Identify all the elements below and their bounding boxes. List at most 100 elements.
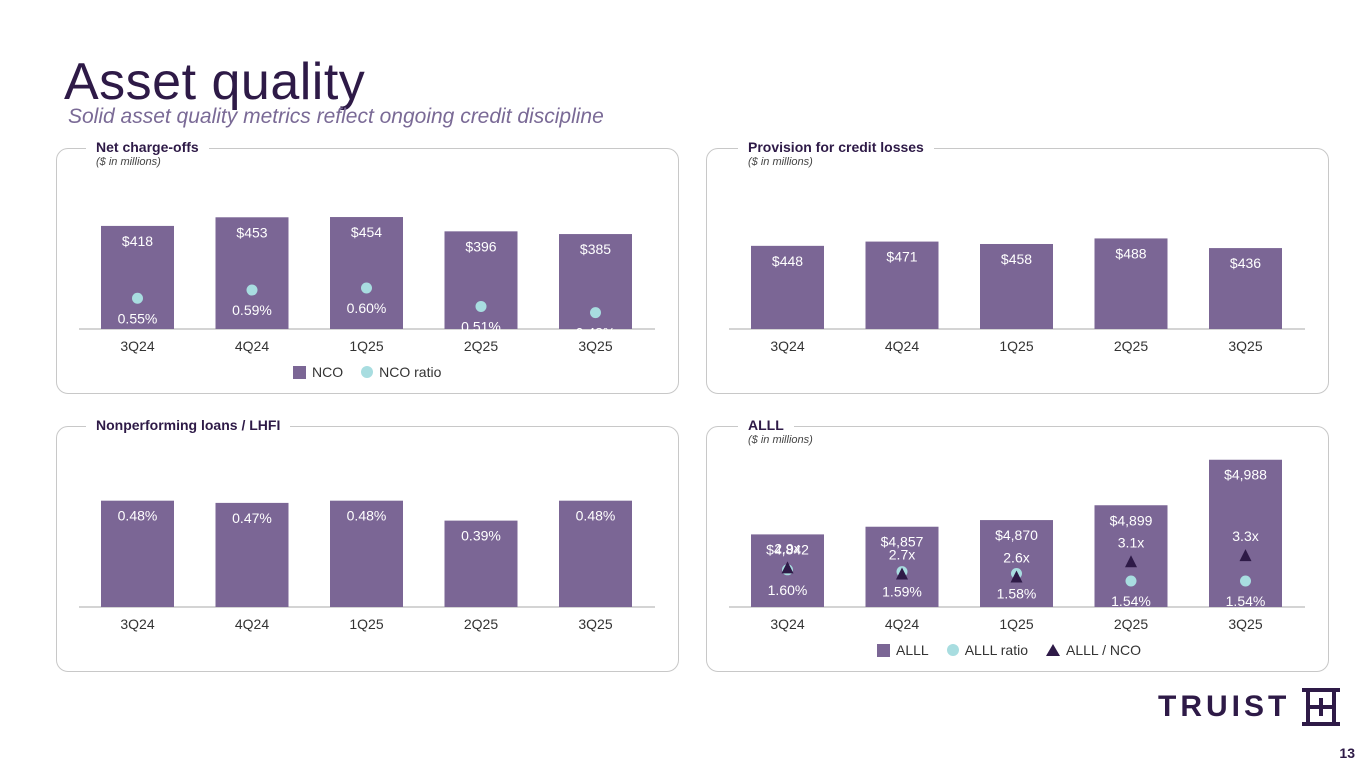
- ratio-label-2Q25: 1.54%: [1111, 593, 1151, 609]
- bar-3Q24: [101, 500, 174, 607]
- legend-swatch-dot: [361, 366, 374, 378]
- bar-4Q24: [215, 217, 289, 329]
- panel-provision: Provision for credit losses ($ in millio…: [706, 139, 1329, 394]
- ratio-label-1Q25: 0.60%: [347, 300, 387, 316]
- chart-net-charge-offs: $418 3Q24 0.55% $453 4Q24 0.59% $454 1Q25 0.60% $…: [79, 217, 655, 354]
- bar-value-label-4Q24: $471: [886, 249, 917, 265]
- bar-value-label-2Q25: $4,899: [1110, 512, 1153, 528]
- bar-value-label-3Q25: 0.48%: [576, 508, 616, 524]
- coverage-label-3Q24: 2.9x: [774, 540, 800, 556]
- ratio-label-4Q24: 1.59%: [882, 584, 922, 600]
- coverage-triangle-3Q25: [1239, 549, 1252, 562]
- bar-4Q24: [865, 241, 939, 329]
- coverage-triangle-1Q25: [1010, 570, 1023, 583]
- panel-npl: Nonperforming loans / LHFI 0.48% 3Q24 0.47…: [56, 417, 679, 672]
- x-tick-label-1Q25: 1Q25: [349, 338, 383, 354]
- legend-swatch-bar: [293, 365, 306, 379]
- legend-label-nco: NCO: [312, 364, 344, 380]
- x-tick-label-2Q25: 2Q25: [464, 338, 498, 354]
- legend-swatch-bar: [877, 643, 890, 657]
- coverage-triangle-3Q24: [781, 561, 794, 574]
- bar-value-label-1Q25: $458: [1001, 251, 1032, 267]
- bar-3Q24: [101, 225, 174, 329]
- bar-value-label-1Q25: 0.48%: [347, 508, 387, 524]
- chart-npl: 0.48% 3Q24 0.47% 4Q24 0.48% 1Q25 0.39% 2Q25 0.48…: [79, 500, 655, 632]
- legend-item-alll: ALLL: [877, 642, 929, 658]
- bar-3Q25: [1209, 248, 1282, 329]
- truist-logo: TRUIST: [1158, 688, 1342, 726]
- ratio-label-3Q25: 0.48%: [576, 325, 616, 341]
- bar-value-label-3Q24: $418: [122, 233, 153, 249]
- bar-3Q25: [559, 500, 632, 607]
- legend-item-alll-nco: ALLL / NCO: [1046, 642, 1141, 658]
- legend-swatch-dot: [946, 644, 959, 656]
- chart-provision: $448 3Q24 $471 4Q24 $458 1Q25 $488 2Q25 $436 3Q25: [729, 238, 1305, 354]
- x-tick-label-3Q24: 3Q24: [120, 616, 154, 632]
- ratio-dot-3Q24: [132, 292, 143, 304]
- ratio-label-3Q24: 1.60%: [768, 582, 808, 598]
- bar-2Q25: [444, 231, 518, 329]
- x-tick-label-4Q24: 4Q24: [235, 338, 269, 354]
- x-tick-label-4Q24: 4Q24: [235, 616, 269, 632]
- bar-value-label-1Q25: $4,870: [995, 527, 1038, 543]
- bar-value-label-4Q24: 0.47%: [232, 510, 272, 526]
- panel-sub-nco: ($ in millions): [96, 156, 161, 168]
- ratio-label-3Q24: 0.55%: [118, 310, 158, 326]
- legend-item-nco: NCO: [293, 364, 343, 380]
- legend-label-alll: ALLL: [896, 642, 929, 658]
- x-tick-label-2Q25: 2Q25: [1114, 338, 1148, 354]
- panel-net-charge-offs: Net charge-offs ($ in millions) $418 3Q24…: [56, 139, 679, 394]
- x-tick-label-3Q24: 3Q24: [770, 338, 804, 354]
- x-tick-label-2Q25: 2Q25: [1114, 616, 1148, 632]
- ratio-label-4Q24: 0.59%: [232, 302, 272, 318]
- bar-3Q24: [751, 245, 824, 329]
- coverage-label-2Q25: 3.1x: [1118, 534, 1144, 550]
- bar-value-label-3Q24: $4,842: [766, 541, 809, 557]
- coverage-triangle-4Q24: [896, 567, 908, 580]
- panel-title-nco: Net charge-offs: [86, 139, 209, 155]
- panel-sub-alll: ($ in millions): [748, 434, 813, 446]
- bar-value-label-4Q24: $4,857: [881, 534, 924, 550]
- ratio-dot-2Q25: [1125, 575, 1137, 587]
- bar-4Q24: [215, 502, 289, 607]
- x-tick-label-3Q25: 3Q25: [578, 338, 612, 354]
- legend-label-alll-nco: ALLL / NCO: [1066, 642, 1141, 658]
- x-tick-label-2Q25: 2Q25: [464, 616, 498, 632]
- legend-swatch-triangle: [1046, 644, 1061, 656]
- bar-value-label-2Q25: $488: [1115, 245, 1146, 261]
- legend-nco: NCO NCO ratio: [293, 364, 441, 380]
- coverage-label-4Q24: 2.7x: [889, 546, 915, 562]
- page-number: 13: [1339, 745, 1355, 761]
- x-tick-label-3Q24: 3Q24: [120, 338, 154, 354]
- coverage-triangle-2Q25: [1125, 555, 1137, 568]
- ratio-label-1Q25: 1.58%: [997, 586, 1037, 602]
- logo-text: TRUIST: [1158, 690, 1291, 723]
- legend-label-alll-ratio: ALLL ratio: [964, 642, 1029, 658]
- panel-sub-provision: ($ in millions): [748, 156, 813, 168]
- bar-value-label-3Q25: $436: [1230, 255, 1261, 271]
- x-tick-label-4Q24: 4Q24: [885, 338, 919, 354]
- x-tick-label-3Q25: 3Q25: [1228, 616, 1262, 632]
- panel-title-npl: Nonperforming loans / LHFI: [86, 417, 291, 433]
- coverage-label-1Q25: 2.6x: [1003, 550, 1029, 566]
- x-tick-label-4Q24: 4Q24: [885, 616, 919, 632]
- bar-1Q25: [330, 217, 403, 329]
- ratio-dot-1Q25: [361, 282, 372, 294]
- ratio-dot-2Q25: [475, 300, 487, 312]
- bar-value-label-3Q24: $448: [772, 253, 803, 269]
- bar-1Q25: [980, 243, 1053, 329]
- ratio-label-2Q25: 0.51%: [461, 318, 501, 334]
- bar-value-label-3Q24: 0.48%: [118, 508, 158, 524]
- bar-value-label-1Q25: $454: [351, 224, 382, 240]
- ratio-dot-3Q25: [1240, 575, 1251, 587]
- bar-2Q25: [444, 520, 518, 607]
- truist-logo-icon: [1302, 688, 1341, 726]
- legend-item-alll-ratio: ALLL ratio: [946, 642, 1029, 658]
- bar-value-label-3Q25: $385: [580, 241, 611, 257]
- x-tick-label-1Q25: 1Q25: [349, 616, 383, 632]
- bar-value-label-4Q24: $453: [236, 224, 267, 240]
- page-title: Asset quality: [64, 53, 366, 111]
- panel-title-alll: ALLL: [738, 417, 794, 433]
- bar-value-label-3Q25: $4,988: [1224, 467, 1267, 483]
- legend-label-nco-ratio: NCO ratio: [379, 364, 442, 380]
